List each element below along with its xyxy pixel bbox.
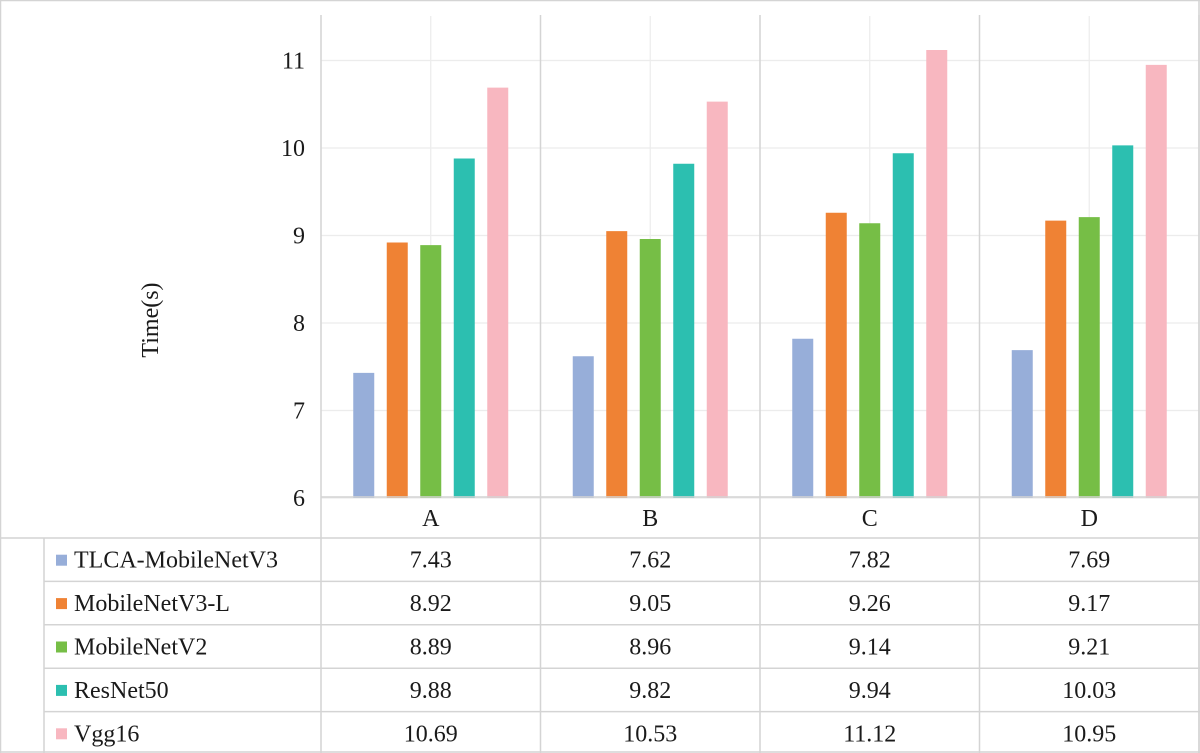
legend-label: MobileNetV2 — [74, 635, 207, 661]
bar-mobilenetv3-l-d — [1045, 220, 1067, 498]
bar-tlca-mobilenetv3-c — [792, 338, 814, 498]
y-tick-label: 11 — [282, 49, 305, 75]
bars-layer — [353, 50, 1167, 498]
category-label-d: D — [1081, 506, 1098, 532]
bar-resnet50-c — [892, 153, 914, 498]
bar-mobilenetv2-d — [1078, 217, 1100, 498]
bar-resnet50-b — [673, 163, 695, 498]
y-tick-label: 6 — [293, 486, 305, 512]
data-label: 8.92 — [410, 591, 452, 617]
bar-tlca-mobilenetv3-b — [572, 356, 594, 498]
bar-vgg16-d — [1145, 64, 1167, 498]
data-label: 9.14 — [849, 635, 891, 661]
data-label: 8.96 — [629, 635, 671, 661]
data-label: 9.94 — [849, 678, 891, 704]
bar-mobilenetv3-l-c — [825, 212, 847, 498]
data-label: 9.17 — [1068, 591, 1110, 617]
bar-mobilenetv2-c — [859, 223, 881, 498]
bar-resnet50-d — [1112, 145, 1134, 498]
legend-swatch-mobilenetv2 — [56, 641, 67, 653]
legend-swatch-vgg16 — [56, 728, 67, 740]
data-label: 10.69 — [404, 721, 458, 747]
bar-mobilenetv2-a — [420, 245, 442, 498]
data-label: 9.88 — [410, 678, 452, 704]
bar-mobilenetv3-l-a — [386, 242, 408, 498]
y-tick-label: 9 — [293, 224, 305, 250]
axis-layer: 6 7 8 9 10 11 A B C D — [281, 49, 1098, 533]
category-label-c: C — [862, 506, 878, 532]
data-label: 7.82 — [849, 548, 891, 574]
legend-swatch-resnet50 — [56, 684, 67, 696]
y-tick-label: 8 — [293, 311, 305, 337]
data-label: 10.03 — [1062, 678, 1116, 704]
data-label: 7.69 — [1068, 548, 1110, 574]
data-label: 9.26 — [849, 591, 891, 617]
data-label: 7.43 — [410, 548, 452, 574]
legend-label: ResNet50 — [74, 678, 169, 704]
bar-mobilenetv2-b — [639, 239, 661, 498]
y-tick-label: 10 — [281, 136, 305, 162]
legend-label: Vgg16 — [74, 721, 139, 747]
bar-tlca-mobilenetv3-a — [353, 372, 375, 498]
data-label: 10.95 — [1062, 721, 1116, 747]
data-label: 8.89 — [410, 635, 452, 661]
bar-tlca-mobilenetv3-d — [1011, 350, 1033, 498]
data-label: 11.12 — [843, 721, 896, 747]
y-tick-label: 7 — [293, 399, 305, 425]
bar-mobilenetv3-l-b — [606, 231, 628, 498]
bar-vgg16-a — [487, 87, 509, 498]
legend-swatch-mobilenetv3-l — [56, 598, 67, 610]
legend-swatch-tlca-mobilenetv3 — [56, 554, 67, 566]
data-label: 9.05 — [629, 591, 671, 617]
category-label-a: A — [422, 506, 440, 532]
y-axis-label: Time(s) — [138, 282, 164, 357]
legend-label: MobileNetV3-L — [74, 591, 230, 617]
bar-vgg16-b — [706, 101, 728, 498]
legend-label: TLCA-MobileNetV3 — [74, 548, 278, 574]
data-label: 7.62 — [629, 548, 671, 574]
data-label: 10.53 — [623, 721, 677, 747]
data-label: 9.82 — [629, 678, 671, 704]
bar-resnet50-a — [453, 158, 475, 498]
data-label: 9.21 — [1068, 635, 1110, 661]
category-label-b: B — [642, 506, 658, 532]
bar-vgg16-c — [926, 50, 948, 498]
